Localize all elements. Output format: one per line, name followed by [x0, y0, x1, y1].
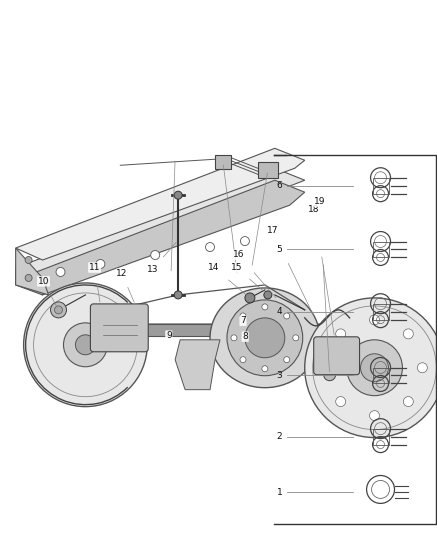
Text: 8: 8	[242, 332, 248, 341]
Bar	[373, 177, 389, 193]
Circle shape	[25, 256, 32, 263]
Circle shape	[336, 397, 346, 407]
Circle shape	[264, 291, 272, 299]
Circle shape	[205, 243, 215, 252]
Polygon shape	[16, 248, 49, 295]
Text: 14: 14	[208, 263, 219, 272]
Circle shape	[403, 329, 413, 339]
Text: 1: 1	[277, 488, 283, 497]
Circle shape	[240, 237, 249, 246]
Bar	[215, 155, 231, 169]
Bar	[373, 367, 389, 383]
Polygon shape	[16, 168, 305, 280]
Text: 17: 17	[266, 226, 278, 235]
Circle shape	[64, 323, 107, 367]
Circle shape	[262, 304, 268, 310]
FancyBboxPatch shape	[90, 304, 148, 352]
Text: 7: 7	[240, 316, 246, 325]
Bar	[373, 304, 389, 320]
Polygon shape	[16, 148, 305, 260]
Text: 3: 3	[277, 371, 283, 380]
Polygon shape	[16, 268, 49, 295]
Circle shape	[293, 335, 299, 341]
Bar	[258, 162, 278, 178]
Polygon shape	[175, 340, 220, 390]
Text: 15: 15	[231, 263, 242, 272]
Circle shape	[370, 315, 379, 325]
Circle shape	[227, 300, 303, 376]
Polygon shape	[16, 180, 305, 295]
Circle shape	[56, 268, 65, 277]
Circle shape	[174, 191, 182, 199]
Text: 6: 6	[277, 181, 283, 190]
Circle shape	[50, 302, 67, 318]
Circle shape	[245, 293, 255, 303]
Circle shape	[151, 251, 160, 260]
Circle shape	[336, 329, 346, 339]
Circle shape	[174, 291, 182, 299]
Circle shape	[305, 298, 438, 438]
Text: 10: 10	[38, 277, 49, 286]
FancyBboxPatch shape	[314, 337, 360, 375]
Text: 19: 19	[314, 197, 325, 206]
Circle shape	[284, 357, 290, 362]
Circle shape	[24, 283, 147, 407]
Circle shape	[321, 363, 332, 373]
Circle shape	[284, 313, 290, 319]
Circle shape	[346, 340, 403, 395]
Text: 18: 18	[308, 205, 320, 214]
Circle shape	[25, 274, 32, 281]
Circle shape	[240, 313, 246, 319]
Text: 13: 13	[147, 265, 159, 273]
Circle shape	[262, 366, 268, 372]
Text: 11: 11	[89, 263, 100, 272]
Circle shape	[54, 306, 63, 314]
Circle shape	[324, 369, 336, 381]
Bar	[373, 241, 389, 257]
Circle shape	[240, 357, 246, 362]
Circle shape	[231, 335, 237, 341]
Text: 5: 5	[277, 245, 283, 254]
Circle shape	[75, 335, 95, 355]
Text: 4: 4	[277, 307, 282, 316]
Ellipse shape	[210, 288, 320, 387]
Circle shape	[245, 318, 285, 358]
Circle shape	[360, 354, 389, 382]
Circle shape	[370, 410, 379, 421]
Circle shape	[417, 363, 427, 373]
Circle shape	[403, 397, 413, 407]
Text: 16: 16	[233, 251, 244, 260]
Circle shape	[96, 260, 105, 269]
Bar	[373, 429, 389, 445]
Text: 2: 2	[277, 432, 282, 441]
Text: 12: 12	[117, 270, 128, 278]
Text: 9: 9	[166, 331, 172, 340]
